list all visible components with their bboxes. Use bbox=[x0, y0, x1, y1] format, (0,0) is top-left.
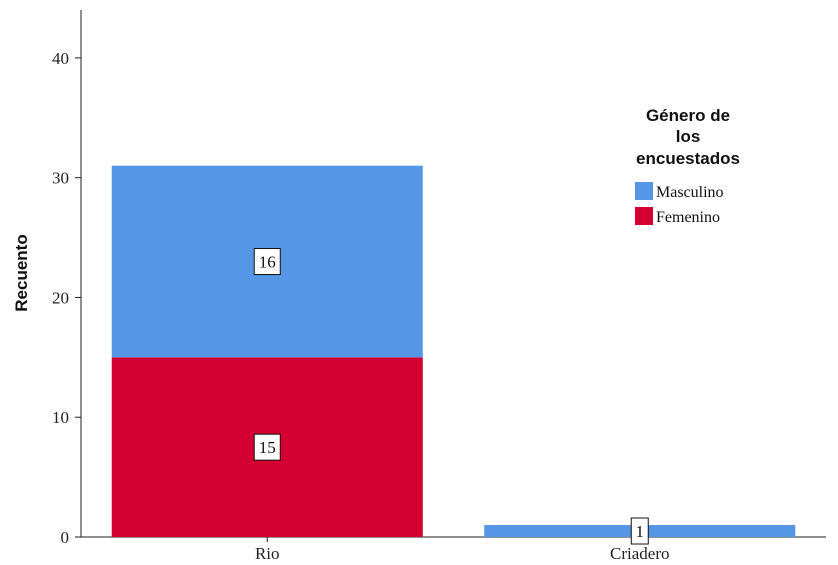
legend-item-masculino: Masculino bbox=[635, 182, 724, 201]
data-label-box bbox=[253, 433, 281, 461]
legend-swatch-femenino bbox=[635, 207, 653, 225]
legend-title-line-1: Género de bbox=[646, 106, 730, 125]
data-label-rio-masculino: 16 bbox=[253, 248, 281, 276]
legend-label-femenino: Femenino bbox=[656, 209, 720, 226]
data-label-box bbox=[630, 517, 649, 545]
data-label-text: 16 bbox=[259, 253, 276, 272]
y-tick-label-10: 10 bbox=[52, 408, 69, 427]
data-label-text: 1 bbox=[636, 522, 645, 541]
data-label-text: 15 bbox=[259, 438, 276, 457]
legend-label-masculino: Masculino bbox=[656, 184, 724, 201]
y-axis-label: Recuento bbox=[12, 234, 31, 311]
y-tick-label-30: 30 bbox=[52, 169, 69, 188]
data-label-criadero-masculino: 1 bbox=[630, 517, 649, 545]
legend-item-femenino: Femenino bbox=[635, 207, 720, 226]
data-labels: 16 15 1 bbox=[253, 248, 649, 545]
y-tick-label-20: 20 bbox=[52, 288, 69, 307]
legend-swatch-masculino bbox=[635, 182, 653, 200]
x-tick-label-rio: Rio bbox=[255, 544, 280, 563]
data-label-rio-femenino: 15 bbox=[253, 433, 281, 461]
y-tick-label-40: 40 bbox=[52, 49, 69, 68]
x-tick-label-criadero: Criadero bbox=[610, 544, 669, 563]
legend-title-line-2: los bbox=[676, 127, 701, 146]
y-tick-label-0: 0 bbox=[61, 528, 70, 547]
legend: Género de los encuestados Masculino Femen… bbox=[635, 106, 740, 226]
y-ticks: 0 10 20 30 40 bbox=[52, 49, 81, 547]
x-tick-labels: Rio Criadero bbox=[255, 537, 669, 563]
legend-items: Masculino Femenino bbox=[635, 182, 724, 226]
legend-title-line-3: encuestados bbox=[636, 149, 740, 168]
data-label-box bbox=[253, 248, 281, 276]
